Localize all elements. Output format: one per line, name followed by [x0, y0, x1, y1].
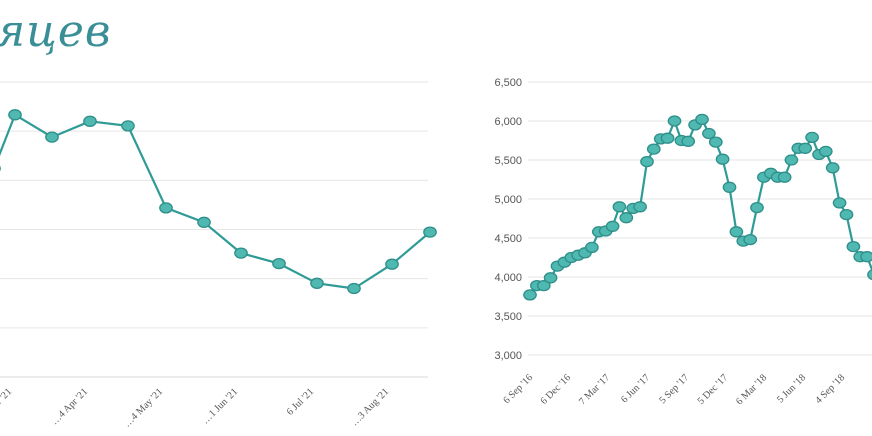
- right-data-point: [695, 113, 709, 126]
- y-tick-label: 6,500: [494, 77, 522, 89]
- right-data-point: [585, 241, 599, 254]
- left-data-point: [197, 216, 211, 228]
- x-tick-label: …4 Apr '21: [49, 386, 90, 427]
- left-data-point: [385, 258, 399, 270]
- right-data-point: [750, 201, 764, 214]
- y-tick-label: 5,500: [494, 155, 522, 167]
- x-tick-label: …3 Aug '21: [349, 386, 391, 428]
- right-data-point: [640, 155, 654, 168]
- right-data-point: [784, 154, 799, 166]
- right-data-point: [543, 272, 558, 284]
- right-data-point: [825, 162, 840, 174]
- right-data-point: [702, 127, 716, 140]
- left-data-point: [159, 202, 173, 214]
- y-tick-label: 6,000: [494, 116, 522, 128]
- x-tick-label: 7 Mar '17: [577, 372, 612, 407]
- right-data-point: [798, 142, 813, 154]
- left-data-point: [347, 282, 361, 295]
- right-data-point: [523, 289, 537, 301]
- y-tick-label: 3,500: [494, 311, 522, 323]
- right-data-point: [860, 251, 872, 263]
- y-tick-label: 5,000: [494, 194, 522, 206]
- left-data-point: [121, 120, 135, 132]
- left-data-point: [83, 115, 97, 127]
- left-series-line: [0, 113, 431, 290]
- x-tick-label: 6 Jul '21: [285, 386, 316, 417]
- x-tick-label: 6 Dec '16: [539, 372, 574, 407]
- right-data-point: [708, 136, 723, 148]
- left-data-point: [45, 131, 59, 143]
- right-data-point: [612, 201, 627, 213]
- x-tick-label: 6 Mar '18: [734, 372, 769, 407]
- chart-right: 3,000 3,500 4,000 4,500 5,000 5,500 6,000 6,500…: [494, 77, 872, 407]
- x-tick-label: 4 Sep '18: [813, 372, 847, 406]
- left-data-point: [272, 257, 286, 270]
- right-data-point: [729, 226, 744, 238]
- x-tick-label: 5 Dec '17: [696, 372, 731, 407]
- right-data-point: [646, 143, 661, 155]
- right-data-point: [832, 197, 847, 209]
- x-tick-label: 5 Jun '18: [775, 372, 808, 405]
- right-data-point: [867, 269, 872, 281]
- x-tick-label: 6 Sep '16: [501, 372, 535, 406]
- right-data-point: [743, 233, 758, 246]
- right-data-point: [777, 171, 792, 183]
- x-tick-label: …1 Jun '21: [200, 386, 240, 426]
- right-data-point: [633, 201, 647, 213]
- right-data-point: [660, 132, 675, 144]
- right-data-point: [619, 212, 634, 224]
- y-tick-label: 4,500: [494, 233, 522, 245]
- chart-left: …ar '21 …4 Apr '21 …4 May '21 …1 Jun '21 6 J…: [0, 81, 437, 430]
- right-data-point: [722, 181, 737, 193]
- right-data-point: [846, 240, 861, 253]
- left-data-point: [8, 109, 22, 121]
- page-title: яцев: [0, 6, 112, 57]
- right-data-point: [715, 153, 730, 165]
- y-tick-label: 4,000: [494, 272, 522, 284]
- left-data-point: [234, 247, 248, 259]
- right-data-point: [667, 115, 682, 127]
- left-data-point: [423, 226, 437, 238]
- right-series-line: [529, 118, 872, 296]
- x-tick-label: …4 May '21: [122, 386, 165, 429]
- right-data-point: [681, 135, 696, 147]
- right-data-point: [605, 220, 620, 232]
- x-tick-label: …ar '21: [0, 386, 14, 416]
- x-tick-label: 6 Jun '17: [619, 372, 652, 405]
- right-data-point: [536, 279, 551, 292]
- y-tick-label: 3,000: [494, 350, 522, 362]
- right-data-point: [818, 145, 833, 158]
- right-data-point: [839, 208, 854, 221]
- left-data-point: [310, 277, 324, 289]
- x-tick-label: 5 Sep '17: [657, 372, 691, 406]
- right-data-point: [805, 131, 819, 144]
